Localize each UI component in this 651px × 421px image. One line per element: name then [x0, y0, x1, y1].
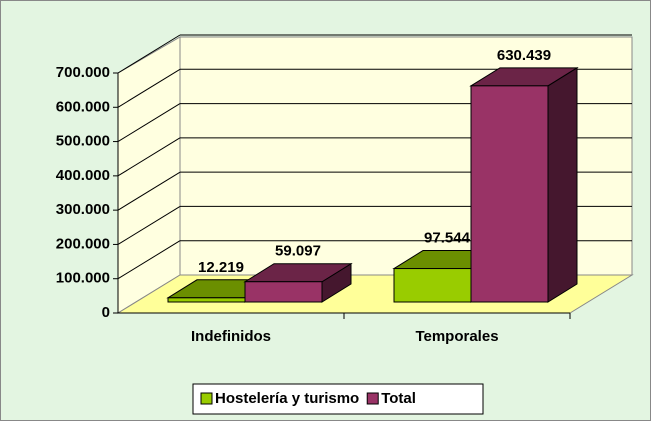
data-label: 59.097 — [275, 243, 321, 260]
legend-label: Hostelería y turismo — [215, 390, 359, 407]
legend-box — [192, 383, 484, 415]
legend-swatch — [366, 392, 379, 405]
grid-line — [117, 240, 181, 280]
y-tick-label: 400.000 — [56, 167, 110, 184]
grid-line — [117, 34, 181, 74]
legend-swatch — [200, 392, 213, 405]
bar — [167, 297, 246, 303]
data-label: 630.439 — [497, 47, 551, 64]
grid-line — [117, 68, 181, 108]
side-wall — [117, 36, 181, 314]
bar — [244, 281, 323, 303]
bar-side — [547, 66, 578, 303]
y-tick-label: 200.000 — [56, 235, 110, 252]
data-label: 12.219 — [198, 259, 244, 276]
y-tick-label: 100.000 — [56, 270, 110, 287]
x-tick-label: Indefinidos — [191, 328, 271, 345]
grid-line — [117, 103, 181, 142]
y-tick-label: 700.000 — [56, 64, 110, 81]
y-tick-label: 0 — [102, 304, 110, 321]
y-tick-label: 600.000 — [56, 98, 110, 115]
grid-line — [117, 171, 181, 211]
y-tick-label: 500.000 — [56, 133, 110, 150]
bar — [470, 85, 549, 303]
bar — [393, 268, 472, 303]
y-tick-label: 300.000 — [56, 201, 110, 218]
data-label: 97.544 — [424, 230, 471, 247]
grid-line — [117, 206, 181, 245]
grid-line — [117, 137, 181, 177]
x-tick-label: Temporales — [415, 328, 498, 345]
legend-label: Total — [381, 390, 416, 407]
